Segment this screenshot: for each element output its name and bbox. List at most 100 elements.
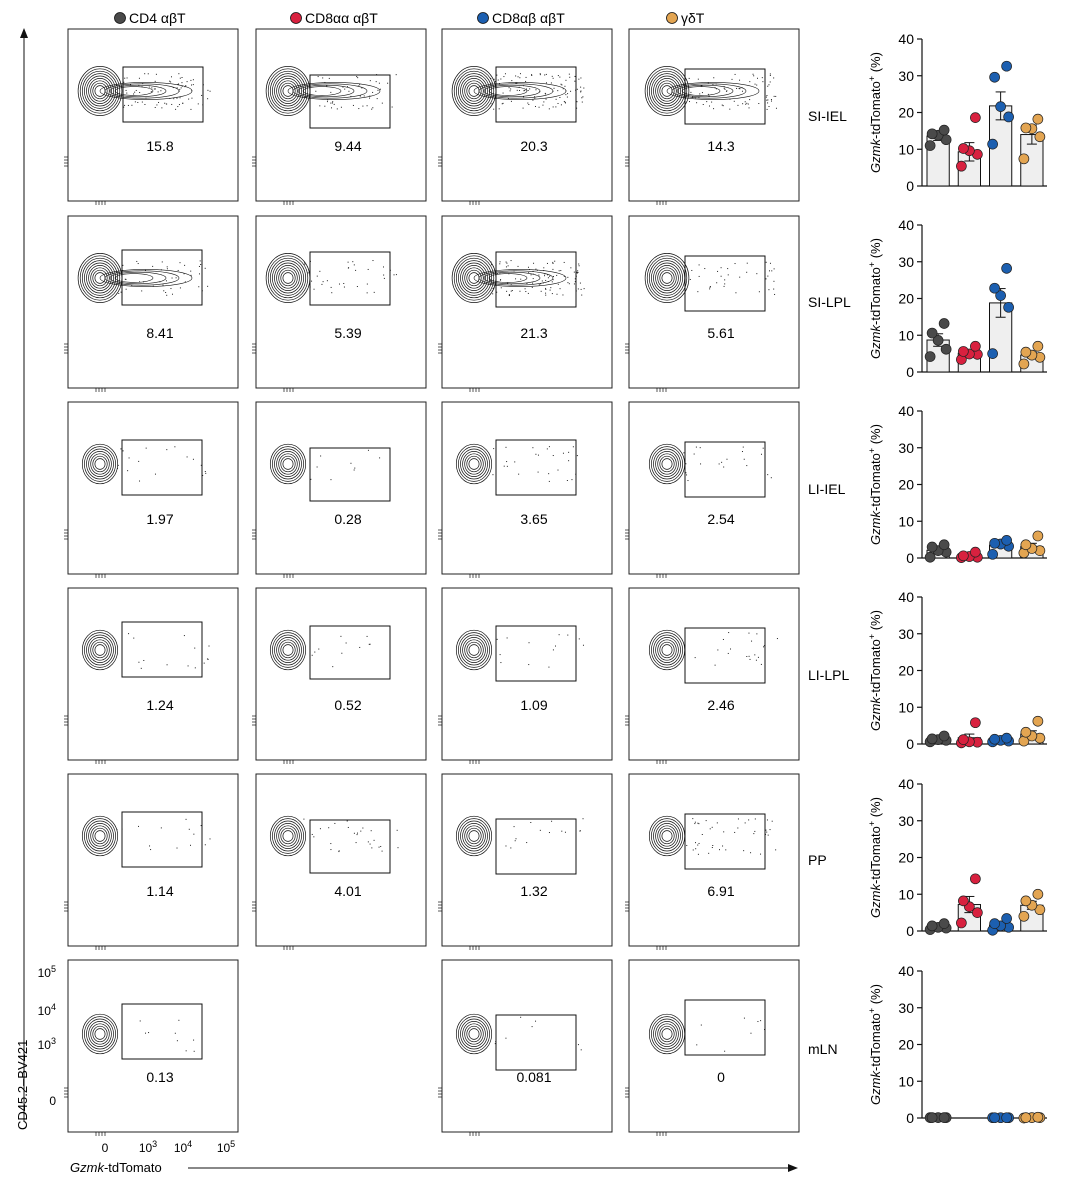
- event-dot: [515, 82, 517, 84]
- event-dot: [321, 283, 323, 285]
- event-dot: [493, 78, 495, 80]
- event-dot: [166, 266, 168, 268]
- contour-ring: [460, 448, 488, 480]
- event-dot: [183, 273, 185, 275]
- y-tick-label: 20: [898, 291, 914, 307]
- event-dot: [708, 852, 710, 854]
- event-dot: [314, 651, 316, 653]
- event-dot: [491, 290, 493, 292]
- contour-ring: [651, 1016, 683, 1052]
- y-title-sup: +: [867, 821, 877, 826]
- contour-ring: [81, 70, 119, 112]
- event-dot: [716, 88, 718, 90]
- event-dot: [535, 268, 537, 270]
- event-dot: [534, 105, 536, 107]
- event-dot: [701, 833, 703, 835]
- event-dot: [133, 637, 135, 639]
- contour-tail: [681, 86, 721, 96]
- event-dot: [378, 82, 380, 84]
- y-tick-label: 40: [898, 31, 914, 47]
- event-dot: [776, 638, 778, 640]
- event-dot: [504, 73, 506, 75]
- data-point: [1020, 895, 1032, 907]
- event-dot: [751, 640, 753, 642]
- event-dot: [494, 1043, 496, 1045]
- contour-ring: [651, 446, 683, 482]
- event-dot: [573, 283, 575, 285]
- event-dot: [767, 85, 769, 87]
- flow-plot: 15.8: [64, 28, 239, 205]
- event-dot: [577, 1044, 579, 1046]
- plot-frame: [628, 401, 800, 575]
- event-dot: [771, 820, 773, 822]
- event-dot: [768, 289, 770, 291]
- tissue-label: PP: [808, 852, 827, 868]
- event-dot: [724, 283, 726, 285]
- event-dot: [191, 90, 193, 92]
- event-dot: [493, 448, 495, 450]
- event-dot: [745, 103, 747, 105]
- event-dot: [715, 83, 717, 85]
- contour-ring: [88, 823, 112, 849]
- event-dot: [513, 270, 515, 272]
- event-dot: [519, 73, 521, 75]
- event-dot: [181, 85, 183, 87]
- event-dot: [548, 446, 550, 448]
- gate-rect: [495, 66, 577, 123]
- contour-ring: [466, 82, 482, 100]
- contour-ring: [90, 453, 110, 475]
- event-dot: [304, 262, 306, 264]
- event-dot: [510, 847, 512, 849]
- event-dot: [492, 474, 494, 476]
- event-dot: [580, 90, 582, 92]
- contour-ring: [653, 448, 681, 480]
- data-point: [989, 733, 1000, 745]
- event-dot: [538, 274, 540, 276]
- event-dot: [708, 95, 710, 97]
- plot-frame: [67, 401, 239, 575]
- event-dot: [326, 280, 328, 282]
- event-dot: [322, 281, 324, 283]
- event-dot: [716, 822, 718, 824]
- data-point: [1018, 153, 1030, 165]
- y-tick-label: 0: [906, 550, 914, 566]
- contour-ring: [94, 644, 106, 656]
- plot-frame: [255, 773, 427, 947]
- event-dot: [766, 819, 768, 821]
- event-dot: [506, 461, 508, 463]
- y-tick-exp: 4: [51, 1002, 56, 1012]
- contour-ring: [464, 825, 484, 847]
- legend-marker: [114, 12, 126, 24]
- plot-frame: [441, 587, 613, 761]
- contour-ring: [464, 267, 484, 289]
- y-tick-label: 20: [898, 105, 914, 121]
- event-dot: [315, 90, 317, 92]
- contour-ring: [282, 458, 294, 470]
- data-point: [972, 907, 983, 918]
- data-point: [926, 1112, 938, 1123]
- event-dot: [532, 447, 534, 449]
- event-dot: [150, 849, 152, 851]
- event-dot: [156, 104, 158, 106]
- flow-plot: 14.3: [625, 28, 800, 205]
- event-dot: [166, 449, 168, 451]
- event-dot: [539, 73, 541, 75]
- event-dot: [177, 83, 179, 85]
- data-point: [970, 873, 981, 885]
- contour-ring: [655, 78, 679, 104]
- event-dot: [707, 82, 709, 84]
- event-dot: [699, 93, 701, 95]
- event-dot: [152, 285, 154, 287]
- event-dot: [744, 101, 746, 103]
- contour-ring: [88, 78, 112, 104]
- data-point: [956, 917, 967, 929]
- event-dot: [583, 87, 585, 89]
- event-dot: [557, 90, 559, 92]
- event-dot: [723, 87, 725, 89]
- contour-ring: [659, 82, 675, 100]
- event-dot: [489, 278, 491, 280]
- event-dot: [747, 103, 749, 105]
- event-dot: [361, 87, 363, 89]
- event-dot: [192, 458, 194, 460]
- event-dot: [305, 96, 307, 98]
